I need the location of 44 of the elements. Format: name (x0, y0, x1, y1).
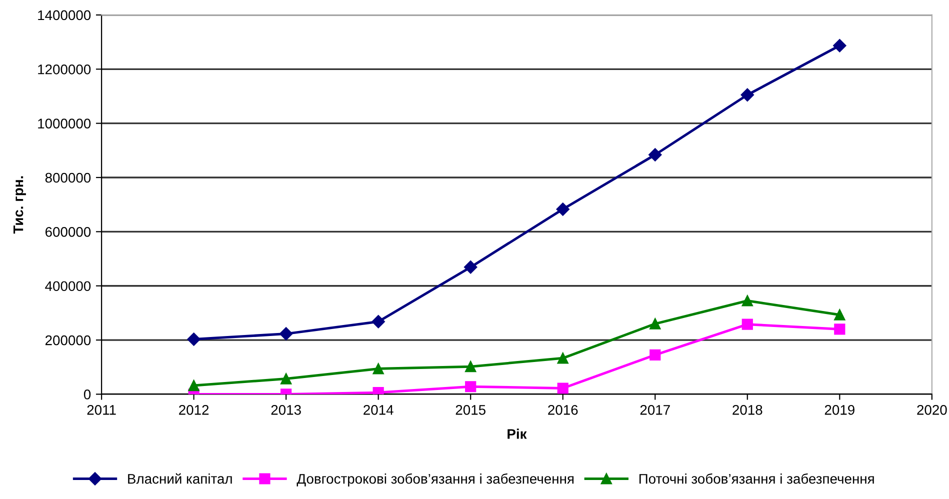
point (556, 202, 570, 216)
y-tick-label: 200000 (45, 335, 91, 346)
point (372, 315, 385, 328)
point (280, 373, 292, 384)
point (650, 349, 661, 360)
y-tick-label: 1000000 (38, 118, 91, 128)
x-tick-label: 2018 (732, 404, 762, 415)
x-tick-label: 2020 (917, 404, 947, 415)
y-tick-label: 0 (84, 390, 91, 400)
point (372, 363, 384, 374)
y-tick-label: 600000 (45, 227, 91, 237)
point (279, 327, 293, 340)
point (833, 38, 846, 52)
legend-label: Довгострокові зобов’язання і забезпечення (296, 473, 574, 486)
point (742, 318, 753, 330)
y-tick-label: 400000 (45, 281, 91, 292)
x-tick-label: 2017 (640, 404, 670, 415)
y-tick-label: 1200000 (38, 64, 91, 74)
point (650, 318, 661, 330)
x-tick-label: 2016 (548, 404, 578, 415)
legend-label: Поточні зобов’язання і забезпечення (639, 473, 874, 484)
point (740, 88, 754, 102)
point (648, 148, 662, 162)
point (187, 332, 200, 346)
y-tick-label: 1400000 (38, 10, 91, 20)
x-tick-label: 2019 (824, 404, 854, 415)
legend-label: Власний капітал (128, 473, 232, 484)
x-tick-label: 2015 (456, 404, 486, 415)
x-axis-title: Рік (508, 428, 527, 439)
point (834, 324, 846, 335)
x-tick-label: 2012 (179, 404, 209, 415)
y-axis-title: Тис. грн. (14, 176, 26, 234)
x-tick-label: 2011 (87, 404, 116, 415)
point (464, 260, 478, 274)
point (557, 352, 568, 364)
point (465, 361, 476, 372)
point (742, 295, 753, 306)
point (465, 381, 476, 392)
y-tick-label: 800000 (45, 172, 91, 183)
point (557, 382, 568, 394)
x-tick-label: 2014 (364, 404, 394, 415)
x-tick-label: 2013 (271, 404, 301, 415)
point (188, 380, 200, 392)
point (834, 309, 846, 320)
